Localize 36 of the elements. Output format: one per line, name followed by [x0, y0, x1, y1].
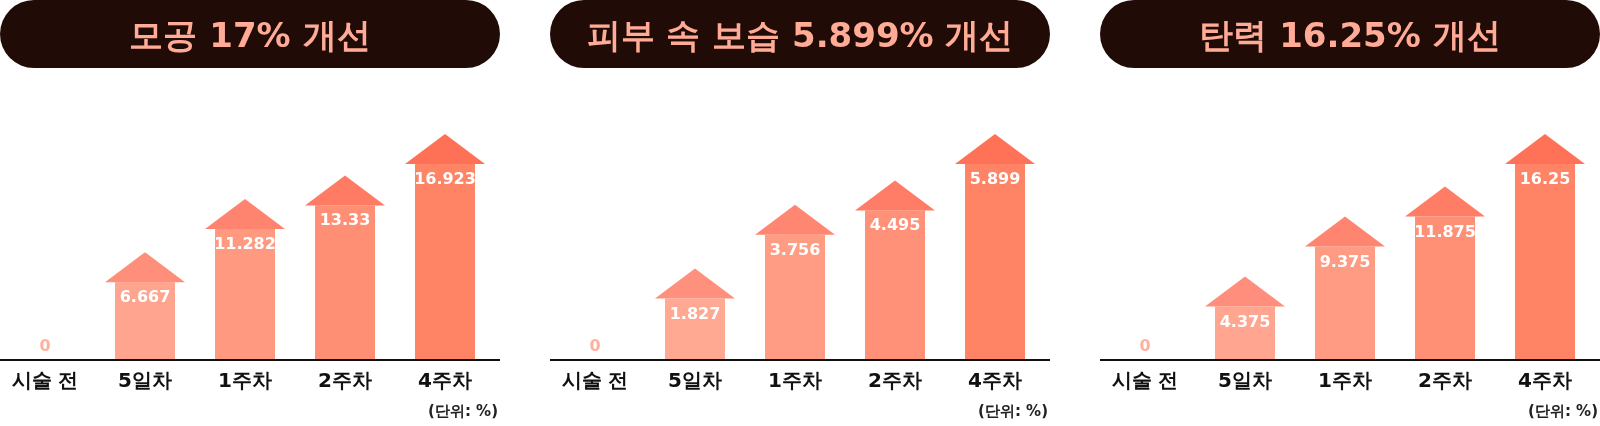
data-label: 11.875 — [1414, 221, 1476, 241]
x-tick-label: 시술 전 — [1111, 368, 1179, 392]
data-label: 16.923 — [414, 169, 476, 188]
data-label: 4.495 — [869, 215, 921, 235]
data-label: 6.667 — [119, 287, 171, 307]
x-tick-label: 1주차 — [768, 368, 822, 392]
x-tick-label: 5일차 — [668, 368, 722, 392]
data-label: 3.756 — [769, 239, 821, 259]
x-tick-label: 시술 전 — [11, 368, 79, 392]
chart-title: 모공 17% 개선 — [129, 15, 371, 55]
chart-title: 피부 속 보습 5.899% 개선 — [586, 15, 1014, 55]
data-label: 0 — [39, 336, 51, 355]
x-tick-label: 2주차 — [868, 368, 922, 392]
x-tick-label: 1주차 — [218, 368, 272, 392]
x-tick-label: 시술 전 — [561, 368, 629, 392]
x-tick-label: 5일차 — [118, 368, 172, 392]
x-tick-label: 2주차 — [318, 368, 372, 392]
x-tick-label: 5일차 — [1218, 368, 1272, 392]
data-label: 0 — [589, 336, 601, 355]
text: (단위: %) — [428, 402, 498, 420]
data-label: 4.375 — [1219, 311, 1271, 331]
x-tick-label: 4주차 — [968, 368, 1022, 392]
x-tick-label: 4주차 — [1518, 368, 1572, 392]
x-tick-label: 2주차 — [1418, 368, 1472, 392]
text: (단위: %) — [1528, 402, 1598, 420]
data-label: 11.282 — [214, 234, 276, 253]
data-label: 16.25 — [1519, 169, 1571, 188]
x-tick-label: 4주차 — [418, 368, 472, 392]
data-label: 9.375 — [1319, 251, 1371, 271]
x-tick-label: 1주차 — [1318, 368, 1372, 392]
data-label: 1.827 — [669, 303, 721, 323]
text: (단위: %) — [978, 402, 1048, 420]
data-label: 5.899 — [969, 169, 1021, 188]
data-label: 0 — [1139, 336, 1151, 355]
data-label: 13.33 — [319, 210, 371, 230]
chart-title: 탄력 16.25% 개선 — [1199, 15, 1501, 55]
